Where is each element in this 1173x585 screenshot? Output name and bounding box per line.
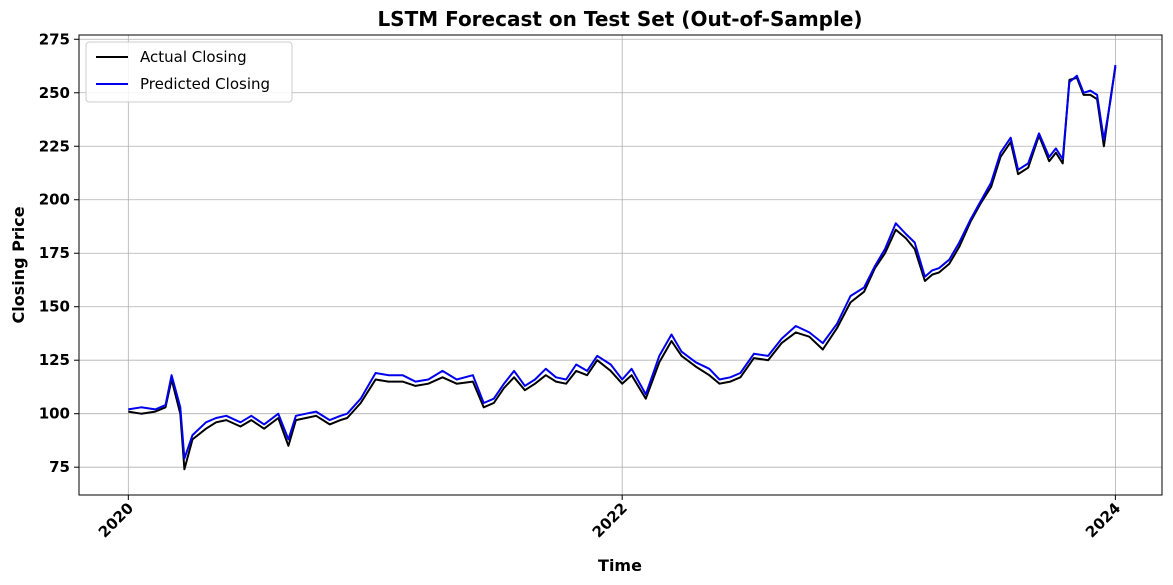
legend-box	[85, 41, 293, 103]
series-layer	[128, 64, 1117, 471]
y-tick-label: 275	[39, 30, 70, 48]
series-line-predicted	[128, 64, 1117, 460]
chart-title: LSTM Forecast on Test Set (Out-of-Sample…	[377, 7, 862, 31]
x-axis-label: Time	[598, 556, 642, 575]
legend-label-actual: Actual Closing	[140, 48, 247, 66]
y-tick-label: 250	[39, 84, 70, 102]
y-tick-label: 175	[39, 244, 70, 262]
y-tick-label: 100	[39, 405, 70, 423]
legend: Actual Closing Predicted Closing	[85, 41, 293, 103]
x-axis-ticks: 2020 2022 2024	[95, 495, 1124, 541]
y-tick-label: 150	[39, 298, 70, 316]
x-tick-label: 2022	[589, 499, 631, 541]
series-line-actual	[128, 66, 1117, 471]
y-tick-label: 75	[49, 458, 70, 476]
grid-lines	[79, 35, 1162, 495]
y-tick-label: 225	[39, 137, 70, 155]
y-tick-label: 125	[39, 351, 70, 369]
y-axis-label: Closing Price	[9, 206, 28, 323]
legend-label-predicted: Predicted Closing	[140, 75, 270, 93]
y-axis-ticks: 75 100 125 150 175 200 225 250 275	[39, 30, 79, 476]
x-tick-label: 2024	[1082, 499, 1124, 541]
x-tick-label: 2020	[95, 499, 137, 541]
y-tick-label: 200	[39, 191, 70, 209]
plot-frame	[78, 34, 1163, 496]
